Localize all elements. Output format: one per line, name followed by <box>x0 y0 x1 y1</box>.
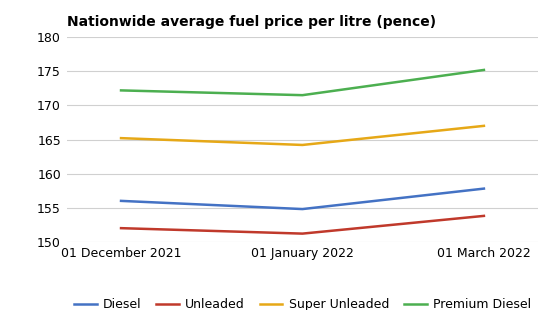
Legend: Diesel, Unleaded, Super Unleaded, Premium Diesel: Diesel, Unleaded, Super Unleaded, Premiu… <box>69 293 536 310</box>
Line: Super Unleaded: Super Unleaded <box>121 126 484 145</box>
Line: Premium Diesel: Premium Diesel <box>121 70 484 95</box>
Premium Diesel <box>118 89 124 92</box>
Premium Diesel <box>481 68 487 72</box>
Unleaded <box>481 214 487 218</box>
Super Unleaded <box>299 143 306 147</box>
Line: Diesel: Diesel <box>121 188 484 209</box>
Diesel <box>118 199 124 203</box>
Premium Diesel <box>299 93 306 97</box>
Unleaded <box>299 232 306 236</box>
Line: Unleaded: Unleaded <box>121 216 484 234</box>
Diesel <box>481 187 487 190</box>
Text: Nationwide average fuel price per litre (pence): Nationwide average fuel price per litre … <box>67 15 436 29</box>
Super Unleaded <box>481 124 487 128</box>
Unleaded <box>118 226 124 230</box>
Diesel <box>299 207 306 211</box>
Super Unleaded <box>118 136 124 140</box>
